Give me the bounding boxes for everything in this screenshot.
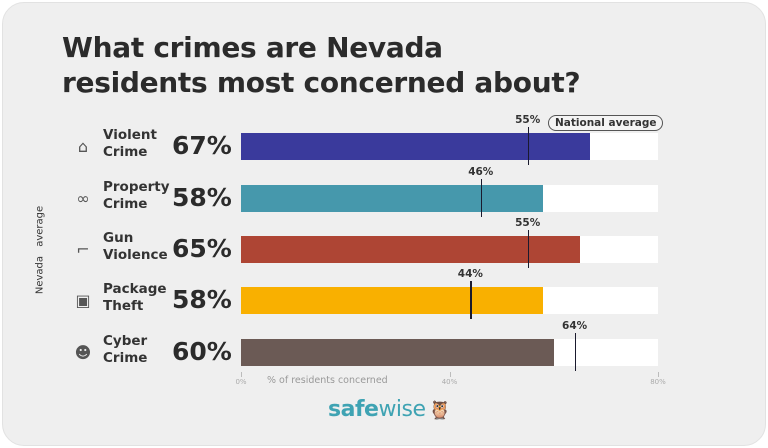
- nevada-bar: [241, 185, 544, 212]
- category-label-line2: Crime: [103, 144, 148, 160]
- safewise-logo: safewise 🦉: [328, 397, 451, 422]
- category-label-line2: Crime: [103, 196, 148, 212]
- national-average-value: 55%: [515, 217, 541, 229]
- nevada-value-label: 65%: [172, 234, 232, 263]
- nevada-value-label: 58%: [172, 285, 232, 314]
- national-average-legend: National average: [548, 115, 664, 131]
- gun-icon: ⌐: [76, 240, 90, 259]
- chart-row: ☻ Cyber Crime 60% 64%: [0, 320, 768, 371]
- category-label-line1: Gun: [103, 230, 134, 246]
- national-average-value: 55%: [515, 114, 541, 126]
- x-tick-mark: [241, 372, 242, 377]
- handcuffs-icon: ∞: [76, 189, 90, 208]
- x-tick-label: 40%: [441, 378, 458, 386]
- package-icon: ▣: [75, 291, 91, 310]
- bar-track: 55%: [241, 114, 658, 165]
- nevada-value-label: 58%: [172, 183, 232, 212]
- nevada-bar: [241, 133, 591, 160]
- logo-light: wise: [378, 397, 426, 422]
- x-tick-label: 0%: [235, 378, 247, 386]
- bar-track: 46%: [241, 166, 658, 217]
- category-label-line2: Crime: [103, 350, 148, 366]
- category-label-line1: Property: [103, 179, 170, 195]
- category-label-line1: Cyber: [103, 333, 148, 349]
- house-icon: ⌂: [77, 137, 89, 156]
- title-line-2: residents most concerned about?: [62, 66, 581, 99]
- nevada-bar: [241, 339, 554, 366]
- category-label: Property Crime: [103, 179, 170, 213]
- nevada-value-label: 60%: [172, 337, 232, 366]
- category-label: Cyber Crime: [103, 333, 147, 367]
- chart-row: ▣ Package Theft 58% 44%: [0, 268, 768, 319]
- chart-row: ⌐ Gun Violence 65% 55%: [0, 217, 768, 268]
- nevada-bar: [241, 236, 580, 263]
- x-axis-label: % of residents concerned: [267, 375, 388, 386]
- nevada-bar: [241, 287, 544, 314]
- national-average-marker: [480, 179, 483, 217]
- bar-track: 44%: [241, 268, 658, 319]
- chart-title: What crimes are Nevada residents most co…: [62, 30, 581, 100]
- category-label-line1: Package: [103, 281, 167, 297]
- chart-row: ∞ Property Crime 58% 46%: [0, 166, 768, 217]
- owl-icon: 🦉: [428, 400, 451, 421]
- national-average-marker: [527, 230, 530, 268]
- title-line-1: What crimes are Nevada: [62, 31, 443, 64]
- category-label-line2: Violence: [103, 247, 168, 263]
- logo-bold: safe: [328, 397, 379, 422]
- category-label-line2: Theft: [103, 298, 144, 314]
- national-average-marker: [574, 333, 577, 371]
- x-tick-mark: [449, 372, 451, 377]
- category-label-line1: Violent: [103, 127, 157, 143]
- bar-track: 64%: [241, 320, 658, 371]
- category-label: Package Theft: [103, 281, 167, 315]
- national-average-marker: [527, 127, 530, 165]
- bar-track: 55%: [241, 217, 658, 268]
- x-tick-mark: [658, 372, 659, 377]
- category-label: Violent Crime: [103, 127, 157, 161]
- national-average-value: 44%: [457, 268, 483, 280]
- category-label: Gun Violence: [103, 230, 168, 264]
- national-average-value: 46%: [468, 166, 494, 178]
- x-tick-label: 80%: [650, 378, 666, 386]
- nevada-value-label: 67%: [172, 131, 232, 160]
- hacker-icon: ☻: [74, 343, 92, 362]
- chart-row: ⌂ Violent Crime 67% 55%: [0, 114, 768, 165]
- national-average-marker: [470, 281, 472, 319]
- national-average-value: 64%: [562, 320, 588, 332]
